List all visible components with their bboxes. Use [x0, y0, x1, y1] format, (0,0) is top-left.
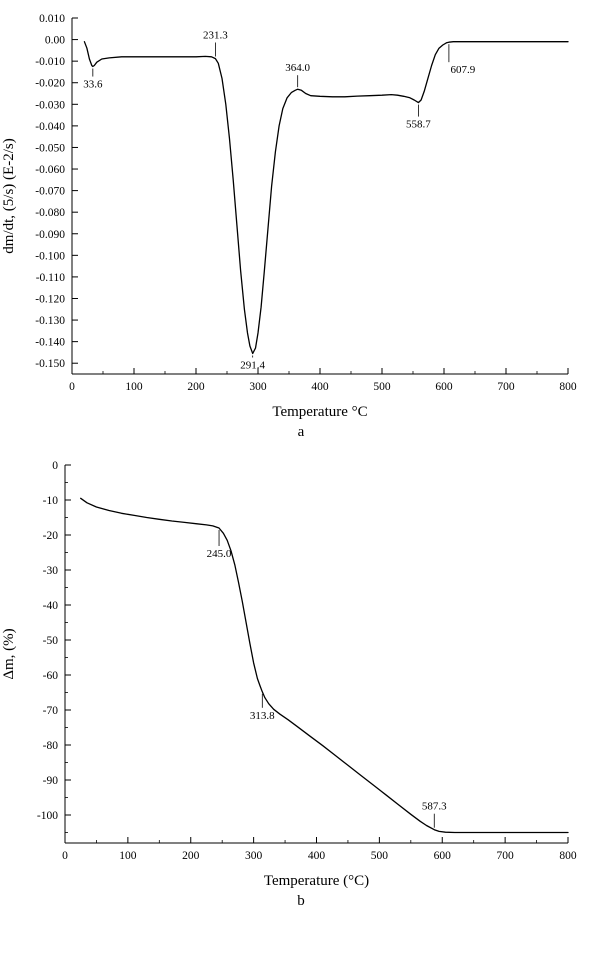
y-tick-label: 0.00 [45, 35, 65, 47]
subfigure-label-b: b [297, 893, 305, 909]
y-tick-label: -60 [43, 670, 59, 682]
data-curve [83, 41, 569, 355]
annotation-label: 364.0 [285, 62, 310, 74]
x-tick-label: 600 [435, 381, 453, 393]
annotation-label: 291.4 [240, 360, 265, 372]
y-tick-label: -80 [43, 740, 59, 752]
x-tick-label: 400 [311, 381, 329, 393]
x-tick-label: 200 [182, 850, 200, 862]
x-tick-label: 0 [69, 381, 75, 393]
y-tick-label: -0.150 [35, 358, 65, 370]
y-tick-label: -70 [43, 705, 59, 717]
x-tick-label: 0 [62, 850, 68, 862]
data-curve [80, 497, 569, 834]
x-tick-label: 700 [497, 850, 515, 862]
y-tick-label: -0.090 [35, 229, 65, 241]
y-tick-label: -30 [43, 565, 59, 577]
x-tick-label: 200 [187, 381, 205, 393]
y-tick-label: -0.010 [35, 56, 65, 68]
y-axis-title: Δm, (%) [1, 628, 17, 679]
y-tick-label: -0.130 [35, 315, 65, 327]
x-tick-label: 300 [245, 850, 263, 862]
y-tick-label: -0.140 [35, 337, 65, 349]
y-tick-label: -0.040 [35, 121, 65, 133]
y-tick-label: 0.010 [39, 13, 65, 25]
y-tick-label: -100 [37, 810, 58, 822]
y-tick-label: -50 [43, 635, 59, 647]
y-tick-label: -0.120 [35, 293, 65, 305]
y-tick-label: -0.070 [35, 186, 65, 198]
chart-b: 0 100 200 300 400 500 600 700 800 0 -10 -20 -30 -40 -5… [1, 460, 577, 889]
y-tick-label: -0.100 [35, 250, 65, 262]
y-tick-label: -0.110 [36, 272, 66, 284]
y-tick-label: -20 [43, 530, 59, 542]
y-tick-label: -0.060 [35, 164, 65, 176]
annotation-label: 231.3 [203, 30, 228, 42]
y-tick-label: -0.080 [35, 207, 65, 219]
y-tick-label: -90 [43, 775, 59, 787]
x-tick-label: 300 [249, 381, 267, 393]
x-tick-label: 600 [434, 850, 452, 862]
annotation-label: 245.0 [207, 548, 232, 560]
x-tick-label: 700 [497, 381, 515, 393]
y-tick-label: -0.050 [35, 142, 65, 154]
annotation-label: 587.3 [422, 801, 447, 813]
y-tick-label: -40 [43, 600, 59, 612]
y-tick-label: -0.020 [35, 78, 65, 90]
x-tick-label: 500 [371, 850, 389, 862]
x-tick-label: 800 [559, 850, 577, 862]
figure-a: 0 100 200 300 400 500 600 700 800 0.010 0.00 -0.010… [0, 4, 602, 441]
annotation-label: 313.8 [250, 710, 275, 722]
annotation-label: 558.7 [406, 119, 431, 131]
x-axis-title: Temperature °C [272, 404, 367, 420]
annotation-label: 607.9 [451, 64, 476, 76]
chart-a: 0 100 200 300 400 500 600 700 800 0.010 0.00 -0.010… [1, 13, 577, 420]
x-tick-label: 800 [559, 381, 577, 393]
x-tick-label: 500 [373, 381, 391, 393]
subfigure-label-a: a [297, 424, 305, 440]
y-axis-title: dm/dt, (5/s) (E-2/s) [1, 138, 17, 253]
x-axis-title: Temperature (°C) [264, 873, 369, 889]
x-tick-label: 100 [125, 381, 143, 393]
y-tick-label: -10 [43, 495, 59, 507]
y-tick-label: -0.030 [35, 99, 65, 111]
annotation-label: 33.6 [83, 79, 103, 91]
y-tick-label: 0 [52, 460, 58, 472]
figure-b: 0 100 200 300 400 500 600 700 800 0 -10 -20 -30 -40 -5… [0, 455, 602, 910]
x-tick-label: 100 [119, 850, 137, 862]
page: 0 100 200 300 400 500 600 700 800 0.010 0.00 -0.010… [0, 4, 602, 910]
x-tick-label: 400 [308, 850, 326, 862]
